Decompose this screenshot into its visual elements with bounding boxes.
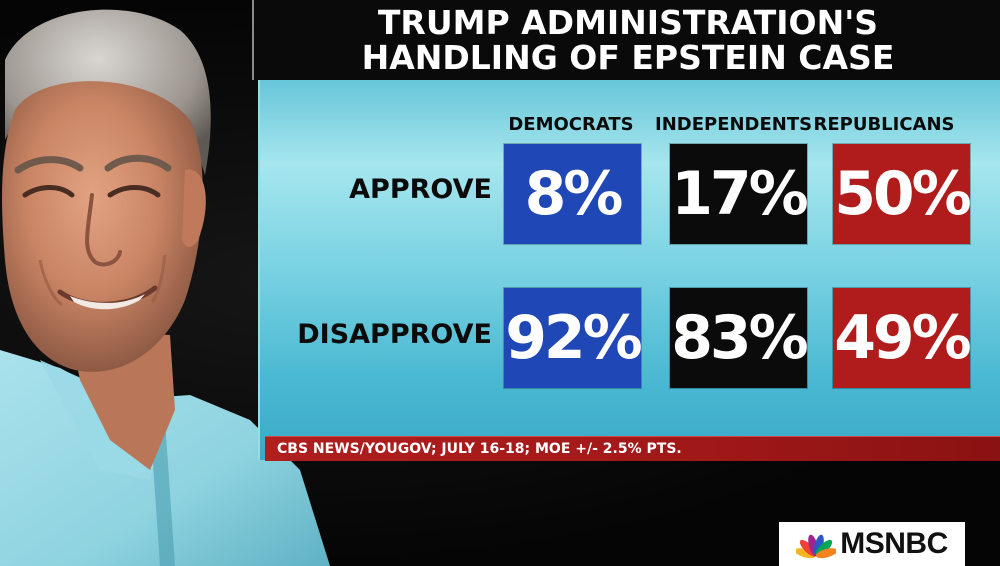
network-logo: MSNBC [779, 522, 965, 566]
poll-panel: DEMOCRATS INDEPENDENTS REPUBLICANS APPRO… [258, 80, 1000, 460]
headline: TRUMP ADMINISTRATION'S HANDLING OF EPSTE… [252, 0, 1000, 80]
portrait-illustration [0, 9, 330, 566]
value-cell-approve-independents: 17% [670, 144, 809, 244]
row-label-approve: APPROVE [349, 174, 492, 205]
portrait-photo [0, 0, 340, 566]
headline-line-1: TRUMP ADMINISTRATION'S [377, 3, 879, 42]
source-strip: CBS NEWS/YOUGOV; JULY 16-18; MOE +/- 2.5… [265, 436, 1000, 461]
column-header-republicans: REPUBLICANS [813, 114, 955, 135]
peacock-feather [816, 548, 837, 559]
headline-line-2: HANDLING OF EPSTEIN CASE [361, 38, 895, 77]
value-cell-disapprove-independents: 83% [670, 288, 809, 388]
value-cell-disapprove-democrats: 92% [504, 288, 643, 388]
column-header-independents: INDEPENDENTS [655, 114, 813, 135]
peacock-icon [796, 534, 837, 559]
row-label-disapprove: DISAPPROVE [297, 319, 492, 350]
value-cell-approve-republicans: 50% [833, 144, 972, 244]
logo-text: MSNBC [840, 527, 948, 560]
column-header-democrats: DEMOCRATS [508, 114, 634, 135]
value-cell-approve-democrats: 8% [504, 144, 641, 244]
value-cell-disapprove-republicans: 49% [833, 288, 972, 388]
source-text: CBS NEWS/YOUGOV; JULY 16-18; MOE +/- 2.5… [277, 441, 682, 457]
